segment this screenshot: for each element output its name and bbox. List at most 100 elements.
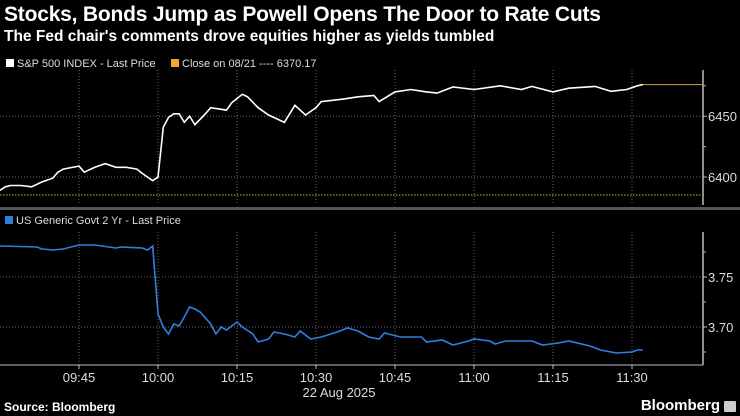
- data-point: [341, 98, 343, 100]
- data-point: [257, 107, 259, 109]
- data-point: [115, 166, 117, 168]
- data-point: [57, 171, 59, 173]
- x-tick-label: 10:30: [300, 370, 333, 385]
- data-point: [399, 336, 401, 338]
- data-point: [531, 85, 533, 88]
- data-point: [157, 176, 159, 178]
- data-point: [410, 88, 412, 91]
- data-point: [125, 166, 127, 168]
- data-point: [378, 338, 380, 340]
- data-point: [336, 331, 338, 333]
- data-point: [41, 248, 43, 250]
- data-point: [294, 104, 296, 106]
- data-point: [320, 101, 322, 103]
- legend-close: Close on 08/21 ---- 6370.17: [182, 58, 317, 70]
- data-point: [83, 171, 85, 173]
- data-point: [115, 247, 117, 249]
- panel-divider[interactable]: [0, 207, 740, 210]
- data-point: [568, 87, 570, 89]
- data-point: [320, 336, 322, 338]
- data-point: [41, 181, 43, 183]
- data-point: [636, 349, 638, 351]
- x-tick-label: 10:45: [379, 370, 412, 385]
- data-point: [541, 344, 544, 346]
- data-point: [494, 343, 496, 345]
- data-point: [78, 165, 80, 167]
- data-point: [420, 336, 422, 338]
- data-point: [368, 336, 370, 338]
- data-point: [236, 321, 238, 323]
- x-axis-date: 22 Aug 2025: [302, 385, 375, 400]
- data-point: [183, 121, 185, 123]
- data-point: [257, 341, 259, 343]
- data-point: [441, 339, 443, 341]
- data-point: [520, 88, 523, 91]
- top-legend: S&P 500 INDEX - Last Price Close on 08/2…: [6, 58, 317, 70]
- bloomberg-logo: Bloomberg: [640, 397, 720, 414]
- y-tick-label: 6400: [708, 170, 737, 185]
- yield-panel: 3.70 3.75: [0, 232, 733, 365]
- data-point: [78, 244, 80, 246]
- data-point: [183, 316, 185, 318]
- x-tick-label: 11:30: [616, 370, 648, 385]
- data-point: [194, 124, 196, 126]
- x-tick-label: 11:00: [458, 370, 490, 385]
- data-point: [299, 330, 301, 332]
- data-point: [373, 94, 375, 97]
- legend-2yr: US Generic Govt 2 Yr - Last Price: [16, 215, 181, 227]
- data-point: [357, 96, 359, 98]
- data-point: [499, 85, 501, 87]
- data-point: [178, 325, 180, 327]
- data-point: [94, 166, 96, 168]
- data-point: [426, 341, 428, 343]
- x-axis: 09:45 10:00 10:15 10:30 10:45 11:00 11:15 11:30: [0, 364, 703, 385]
- data-point: [194, 308, 196, 310]
- sp500-panel: 6400 6450: [0, 70, 737, 205]
- data-point: [357, 330, 359, 332]
- data-point: [473, 88, 475, 91]
- x-tick-label: 11:15: [537, 370, 569, 385]
- bloomberg-chart-icon: [724, 401, 736, 412]
- legend-swatch-2yr: [5, 216, 13, 224]
- data-point: [215, 333, 217, 335]
- data-point: [62, 248, 64, 250]
- data-point: [141, 247, 143, 249]
- data-point: [283, 121, 285, 123]
- data-point: [94, 244, 96, 246]
- data-point: [173, 113, 175, 115]
- data-point: [394, 91, 396, 93]
- data-point: [641, 349, 644, 351]
- data-point: [468, 340, 470, 342]
- chart-subtitle: The Fed chair's comments drove equities …: [4, 28, 495, 45]
- data-point: [452, 86, 454, 88]
- y-tick-label: 3.75: [708, 270, 733, 285]
- data-point: [283, 333, 285, 335]
- y-tick-label: 3.70: [708, 320, 733, 335]
- data-point: [146, 249, 149, 251]
- data-point: [610, 90, 612, 92]
- data-point: [136, 168, 138, 170]
- data-point: [167, 116, 170, 119]
- data-point: [0, 245, 1, 247]
- data-point: [52, 249, 54, 251]
- data-point: [157, 313, 159, 315]
- data-point: [241, 93, 243, 95]
- data-point: [31, 186, 33, 188]
- data-point: [531, 340, 533, 342]
- data-point: [162, 126, 164, 128]
- data-point: [141, 172, 143, 174]
- data-point: [204, 113, 206, 115]
- data-point: [310, 338, 312, 340]
- chart-title: Stocks, Bonds Jump as Powell Opens The D…: [4, 3, 601, 26]
- data-point: [589, 345, 591, 347]
- y-tick-label: 6450: [708, 109, 737, 124]
- data-point: [383, 332, 386, 334]
- data-point: [162, 326, 164, 328]
- data-point: [189, 115, 191, 117]
- bottom-legend: US Generic Govt 2 Yr - Last Price: [5, 215, 181, 227]
- data-point: [268, 114, 270, 116]
- data-point: [552, 91, 554, 93]
- x-tick-label: 10:00: [142, 370, 175, 385]
- data-point: [426, 91, 428, 93]
